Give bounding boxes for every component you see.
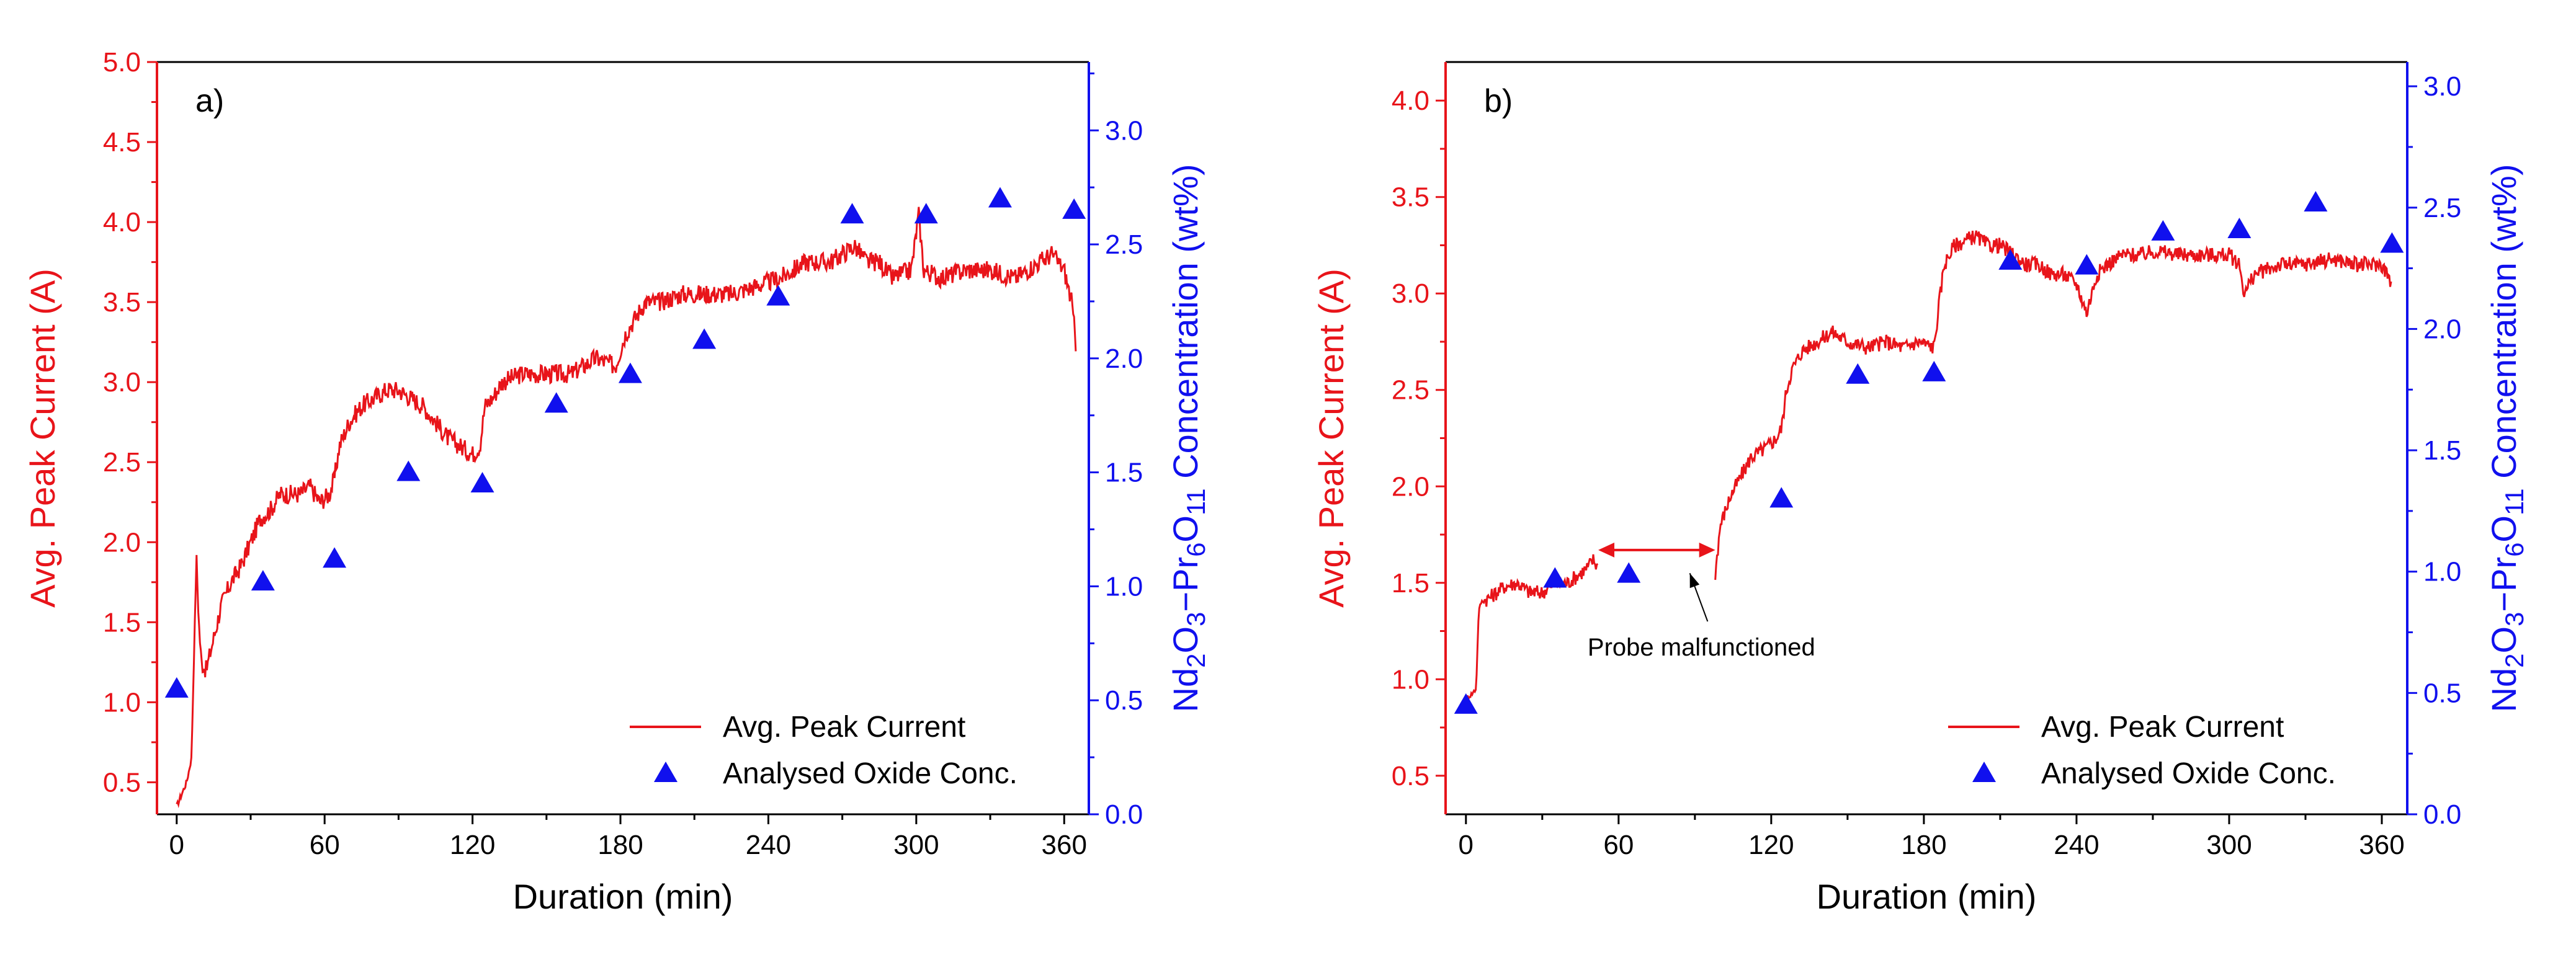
oxide-marker xyxy=(2304,190,2328,211)
y-right-tick-label: 2.5 xyxy=(1105,229,1143,260)
legend-marker-swatch xyxy=(1972,762,1996,782)
oxide-marker xyxy=(2151,220,2175,241)
x-axis-label: Duration (min) xyxy=(1817,877,2037,916)
legend-label-oxide: Analysed Oxide Conc. xyxy=(723,757,1017,790)
y-left-tick-label: 5.0 xyxy=(103,47,141,78)
x-tick-label: 300 xyxy=(2206,830,2252,860)
y-left-tick-label: 4.5 xyxy=(103,127,141,158)
oxide-marker xyxy=(1062,198,1086,219)
oxide-marker xyxy=(1998,249,2023,270)
panel-label: b) xyxy=(1484,83,1513,119)
x-tick-label: 360 xyxy=(2359,830,2404,860)
y-left-tick-label: 3.0 xyxy=(1392,278,1429,309)
gap-arrow-head-right xyxy=(1699,542,1715,558)
legend-label-current: Avg. Peak Current xyxy=(2041,711,2284,744)
x-tick-label: 240 xyxy=(2054,830,2099,860)
oxide-marker xyxy=(1617,562,1641,583)
x-axis-label: Duration (min) xyxy=(513,877,733,916)
y-left-tick-label: 4.0 xyxy=(1392,86,1429,116)
y-right-tick-label: 1.5 xyxy=(2423,435,2461,466)
x-tick-label: 300 xyxy=(893,830,939,860)
y-right-tick-label: 0.5 xyxy=(2423,678,2461,708)
oxide-marker xyxy=(164,677,189,698)
y-left-tick-label: 3.0 xyxy=(103,367,141,398)
x-tick-label: 180 xyxy=(1901,830,1946,860)
x-tick-label: 120 xyxy=(1748,830,1794,860)
y-right-tick-label: 0.0 xyxy=(2423,799,2461,830)
x-tick-label: 180 xyxy=(597,830,643,860)
y-left-axis-label: Avg. Peak Current (A) xyxy=(1312,269,1351,608)
y-left-axis-label: Avg. Peak Current (A) xyxy=(23,269,62,608)
y-left-tick-label: 2.5 xyxy=(103,447,141,478)
oxide-marker xyxy=(396,460,421,481)
oxide-marker xyxy=(1769,487,1794,508)
y-right-tick-label: 2.0 xyxy=(2423,314,2461,344)
y-left-tick-label: 3.5 xyxy=(1392,182,1429,213)
y-right-tick-label: 1.5 xyxy=(1105,458,1143,488)
y-right-tick-label: 1.0 xyxy=(1105,571,1143,602)
oxide-marker xyxy=(1543,567,1567,588)
oxide-marker xyxy=(766,285,790,306)
oxide-marker xyxy=(2075,254,2099,275)
y-right-tick-label: 0.5 xyxy=(1105,685,1143,716)
x-tick-label: 360 xyxy=(1042,830,1087,860)
x-tick-label: 60 xyxy=(1603,830,1634,860)
gap-arrow-head-left xyxy=(1598,542,1615,558)
annotation-text: Probe malfunctioned xyxy=(1588,634,1815,661)
y-right-axis-label: Nd2O3−Pr6O11 Concentration (wt%) xyxy=(1166,164,1210,713)
oxide-marker xyxy=(692,328,717,349)
y-left-tick-label: 2.5 xyxy=(1392,375,1429,406)
oxide-marker xyxy=(2380,232,2404,253)
y-left-tick-label: 2.0 xyxy=(103,527,141,558)
oxide-marker xyxy=(251,570,275,591)
x-tick-label: 240 xyxy=(746,830,791,860)
annotation-arrow-head xyxy=(1689,573,1700,589)
y-left-tick-label: 4.0 xyxy=(103,207,141,238)
legend-marker-swatch xyxy=(654,762,678,782)
y-right-tick-label: 2.0 xyxy=(1105,344,1143,374)
current-trace-segment-1 xyxy=(1714,230,2392,580)
y-right-tick-label: 3.0 xyxy=(2423,71,2461,102)
oxide-marker xyxy=(1454,693,1478,714)
oxide-marker xyxy=(470,472,494,493)
y-left-tick-label: 1.0 xyxy=(1392,664,1429,695)
y-right-tick-label: 0.0 xyxy=(1105,799,1143,830)
panel-label: a) xyxy=(195,83,224,119)
y-left-tick-label: 2.0 xyxy=(1392,471,1429,502)
oxide-marker xyxy=(618,362,642,383)
x-tick-label: 60 xyxy=(310,830,340,860)
y-right-tick-label: 2.5 xyxy=(2423,193,2461,223)
panel-a: 0 60 120 180 240 300 360 0.5 1.0 1.5 2.0 2.5 3.0 3.5 4… xyxy=(23,47,1210,916)
y-right-tick-label: 3.0 xyxy=(1105,115,1143,146)
y-left-tick-label: 0.5 xyxy=(103,767,141,798)
y-right-tick-label: 1.0 xyxy=(2423,557,2461,587)
current-trace-segment-0 xyxy=(1465,554,1599,701)
y-left-tick-label: 0.5 xyxy=(1392,761,1429,791)
oxide-marker xyxy=(1846,363,1870,384)
oxide-marker xyxy=(2227,217,2252,238)
x-tick-label: 0 xyxy=(169,830,184,860)
oxide-marker xyxy=(323,547,347,568)
oxide-marker xyxy=(840,203,864,224)
panel-b: 0 60 120 180 240 300 360 0.5 1.0 1.5 2.0 2.5 3.0 3.5 4… xyxy=(1312,61,2529,916)
y-left-tick-label: 1.0 xyxy=(103,687,141,718)
oxide-marker xyxy=(544,392,568,413)
x-tick-label: 0 xyxy=(1459,830,1474,860)
legend-label-oxide: Analysed Oxide Conc. xyxy=(2041,757,2336,790)
x-tick-label: 120 xyxy=(450,830,495,860)
legend-label-current: Avg. Peak Current xyxy=(723,711,965,744)
oxide-marker xyxy=(988,187,1012,208)
current-trace-segment-0 xyxy=(176,207,1077,809)
y-left-tick-label: 1.5 xyxy=(103,607,141,638)
y-left-tick-label: 1.5 xyxy=(1392,568,1429,598)
oxide-marker xyxy=(1922,360,1946,381)
y-left-tick-label: 3.5 xyxy=(103,287,141,318)
oxide-marker xyxy=(914,203,938,224)
y-right-axis-label: Nd2O3−Pr6O11 Concentration (wt%) xyxy=(2484,164,2529,713)
